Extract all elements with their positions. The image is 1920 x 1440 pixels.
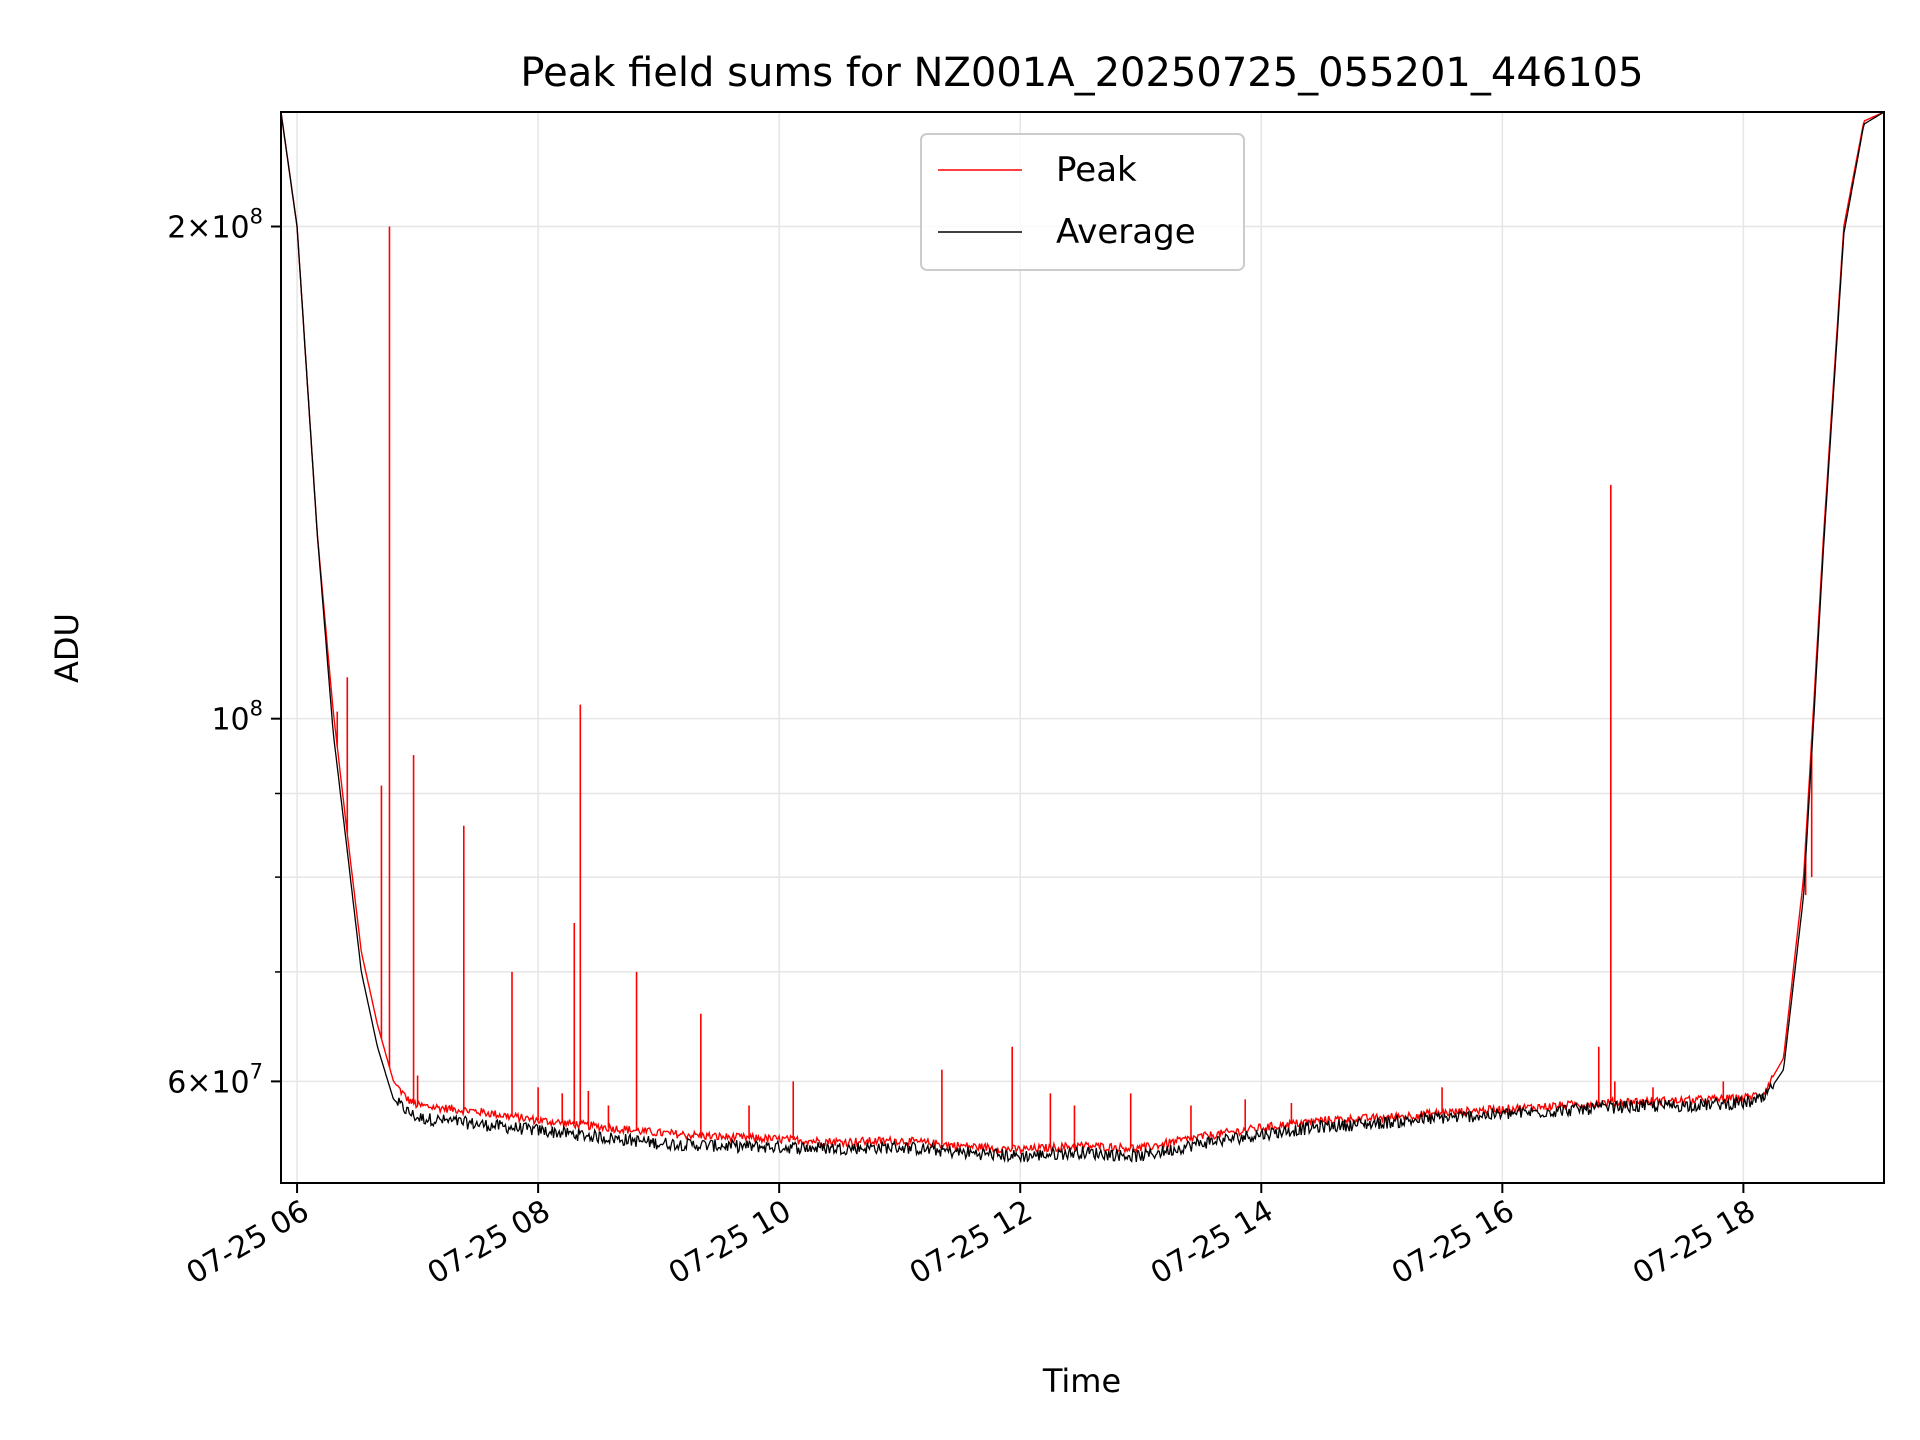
legend-box	[920, 133, 1245, 271]
y-tick-exponent: 8	[250, 205, 263, 229]
y-tick-mantissa: 2×10	[167, 211, 249, 246]
y-tick-exponent: 8	[250, 697, 263, 721]
y-tick-label: 6×107	[167, 1059, 263, 1100]
x-axis-label: Time	[1042, 1362, 1121, 1400]
y-tick-exponent: 7	[250, 1059, 263, 1083]
chart-title: Peak field sums for NZ001A_20250725_0552…	[520, 50, 1643, 96]
y-tick-label: 108	[211, 697, 263, 738]
y-tick-label: 2×108	[167, 205, 263, 246]
legend: Peak Average	[920, 133, 1245, 271]
y-tick-mantissa: 6×10	[167, 1065, 249, 1100]
y-axis-label: ADU	[48, 613, 86, 683]
plot-frame	[280, 111, 1885, 1184]
plot-area	[281, 112, 1884, 1164]
average-series-line	[281, 112, 1884, 1164]
y-tick-mantissa: 10	[211, 703, 249, 738]
legend-label-average: Average	[1056, 212, 1196, 252]
legend-label-peak: Peak	[1056, 150, 1137, 190]
